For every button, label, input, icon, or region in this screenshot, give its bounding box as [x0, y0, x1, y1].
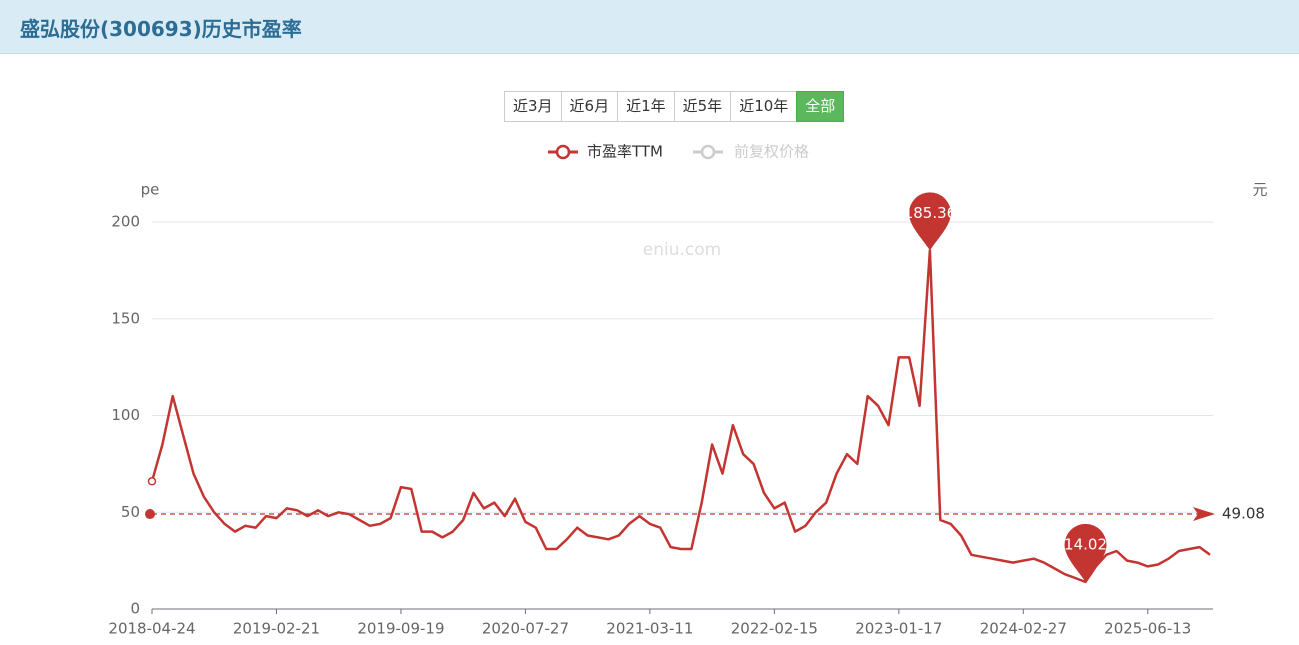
- legend-label: 前复权价格: [734, 143, 809, 161]
- x-tick-label: 2018-04-24: [108, 620, 195, 638]
- average-arrow: [1193, 507, 1215, 522]
- range-buttons: 近3月 近6月 近1年 近5年 近10年 全部: [504, 91, 845, 122]
- y-tick-label: 0: [130, 600, 140, 618]
- average-label: 49.08: [1222, 505, 1265, 523]
- range-button[interactable]: 近3月: [504, 91, 562, 122]
- legend-label: 市盈率TTM: [587, 143, 663, 161]
- y-tick-label: 200: [111, 213, 140, 231]
- x-tick-label: 2019-09-19: [357, 620, 444, 638]
- y-tick-label: 150: [111, 309, 140, 327]
- header: 盛弘股份(300693)历史市盈率: [0, 0, 1299, 54]
- legend-symbol: [555, 144, 571, 160]
- y-tick-label: 50: [121, 503, 140, 521]
- range-button[interactable]: 全部: [796, 91, 845, 122]
- legend-symbol: [700, 144, 716, 160]
- y2-axis-name: 元: [1252, 181, 1267, 199]
- x-tick-label: 2019-02-21: [233, 620, 320, 638]
- range-button[interactable]: 近5年: [673, 91, 732, 122]
- page-title: 盛弘股份(300693)历史市盈率: [20, 17, 302, 41]
- watermark: eniu.com: [643, 240, 721, 260]
- max-pin-label: 185.36: [904, 204, 957, 222]
- range-button[interactable]: 近1年: [617, 91, 675, 122]
- min-pin: [1064, 523, 1107, 582]
- x-tick-label: 2021-03-11: [606, 620, 693, 638]
- y-tick-label: 100: [111, 406, 140, 424]
- y-axis-name: pe: [141, 181, 160, 199]
- average-start: [145, 509, 155, 520]
- x-tick-label: 2024-02-27: [980, 620, 1067, 638]
- range-button[interactable]: 近10年: [730, 91, 798, 122]
- range-button[interactable]: 近6月: [560, 91, 619, 122]
- pe-line: [150, 249, 1211, 584]
- start-symbol: [147, 477, 157, 486]
- x-tick-label: 2022-02-15: [731, 620, 818, 638]
- x-tick-label: 2023-01-17: [855, 620, 942, 638]
- x-tick-label: 2020-07-27: [482, 620, 569, 638]
- max-pin: [908, 192, 951, 251]
- x-tick-label: 2025-06-13: [1104, 620, 1191, 638]
- min-pin-label: 14.02: [1064, 535, 1107, 553]
